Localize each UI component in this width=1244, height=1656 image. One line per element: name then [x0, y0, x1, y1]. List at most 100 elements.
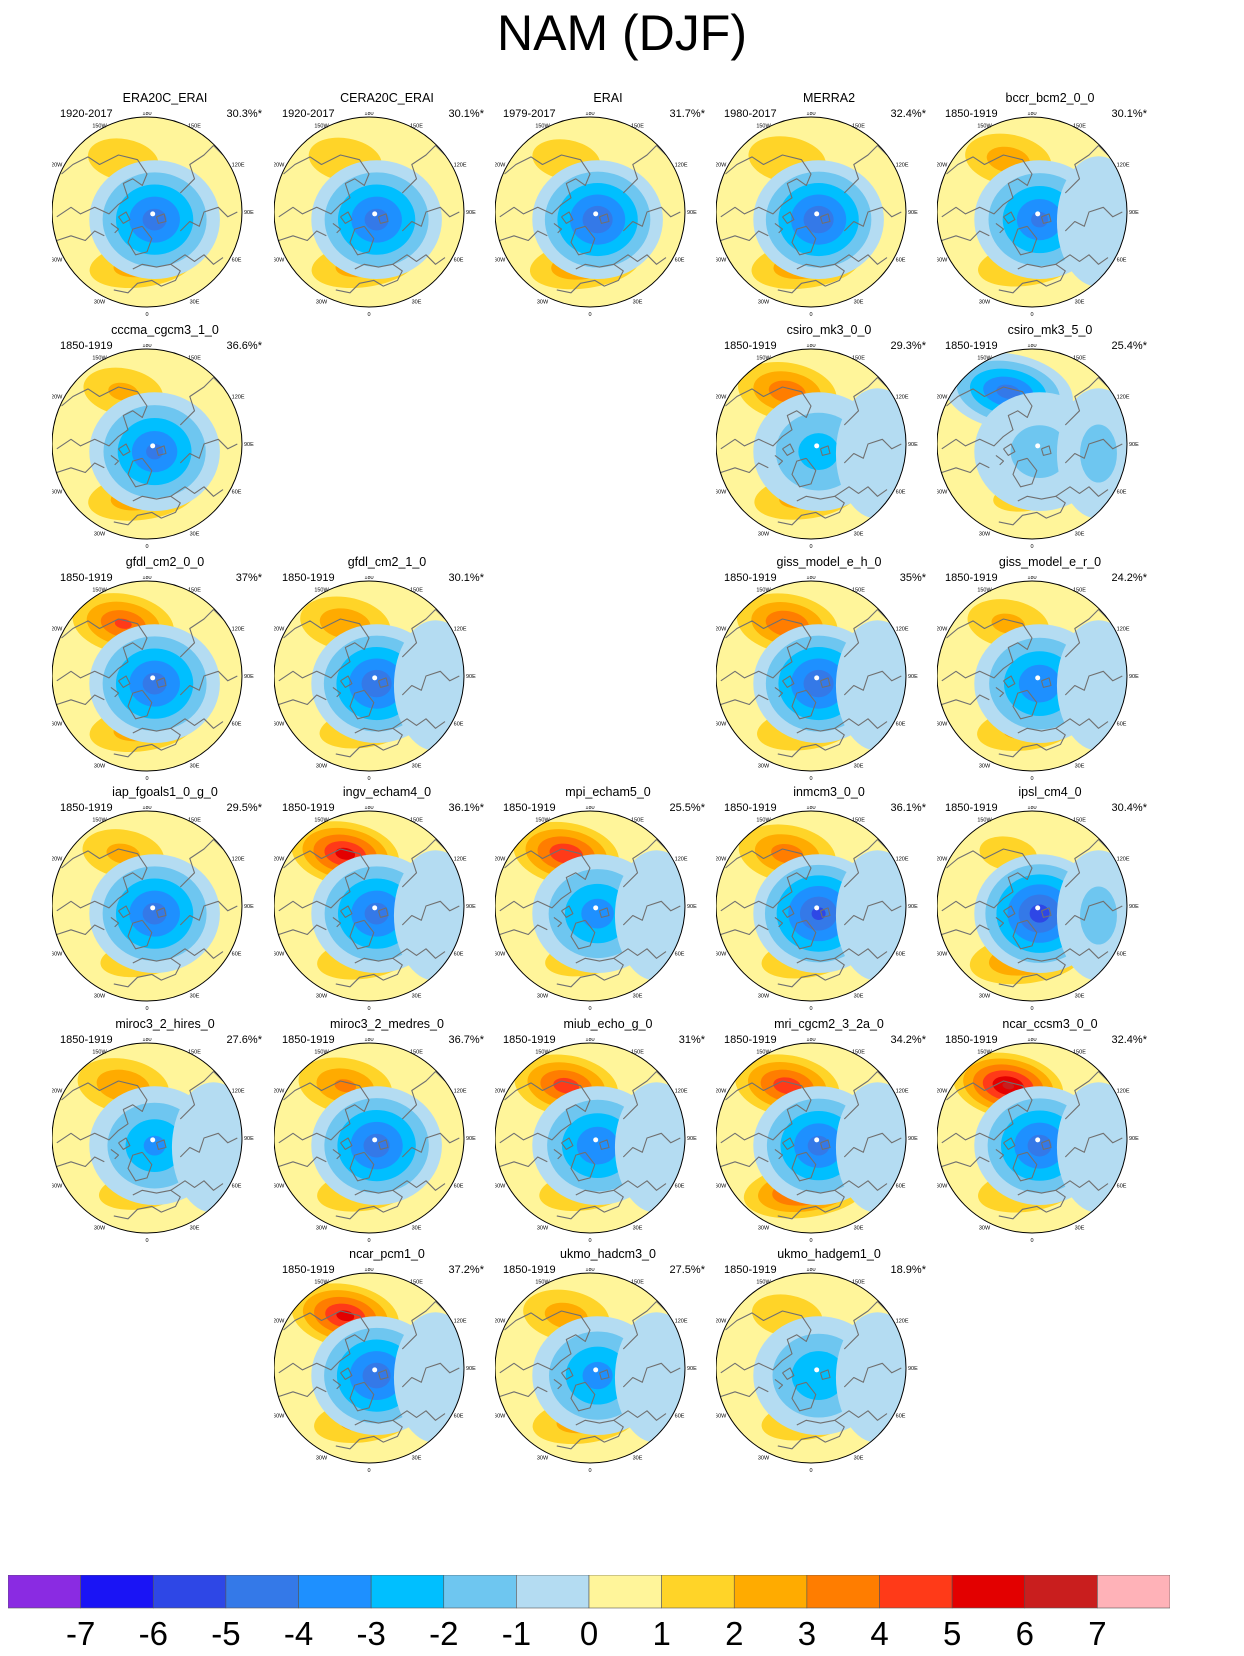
panel-title: cccma_cgcm3_1_0 [111, 323, 219, 337]
longitude-label: 180 [364, 1038, 373, 1043]
longitude-label: 30W [758, 764, 770, 770]
panel-period: 1850-1919 [724, 572, 777, 584]
longitude-label: 150E [410, 1049, 423, 1055]
colorbar-swatch [298, 1575, 372, 1609]
longitude-label: 30E [633, 1456, 643, 1462]
longitude-label: 90E [244, 210, 254, 216]
polar-map: 1800150W150E120W120E90W90E60W60E30W30E [716, 112, 918, 318]
longitude-label: 180 [806, 576, 815, 581]
longitude-label: 150E [631, 817, 644, 823]
longitude-label: 180 [585, 806, 594, 811]
longitude-label: 150W [535, 1049, 550, 1055]
longitude-label: 60W [937, 722, 948, 728]
longitude-label: 60W [937, 258, 948, 264]
longitude-label: 0 [367, 1468, 370, 1474]
panel-variance: 30.1%* [1111, 108, 1147, 120]
longitude-label: 150W [92, 355, 107, 361]
panel-title: bccr_bcm2_0_0 [1005, 91, 1095, 105]
longitude-label: 0 [1030, 776, 1033, 782]
panel-title: mri_cgcm2_3_2a_0 [774, 1017, 884, 1031]
map-panel: ERAI 1979-2017 31.7%* 180 0 150W 150E 120W 120E 9… [495, 90, 721, 326]
polar-map: 1800150W150E120W120E90W90E60W60E30W30E [274, 576, 476, 782]
panel-variance: 30.3%* [226, 108, 262, 120]
map-panel: ncar_ccsm3_0_0 1850-1919 32.4%* 180 0 150W 150… [937, 1016, 1163, 1252]
colorbar-swatch [80, 1575, 154, 1609]
longitude-label: 0 [588, 312, 591, 318]
longitude-label: 60E [232, 1184, 242, 1190]
longitude-label: 150E [852, 817, 865, 823]
panel-variance: 27.5%* [669, 1264, 705, 1276]
polar-map: 1800150W150E120W120E90W90E60W60E30W30E [716, 576, 918, 782]
colorbar-tick-label: -6 [138, 1615, 168, 1652]
panel-variance: 31%* [678, 1034, 705, 1046]
longitude-label: 30E [1075, 994, 1085, 1000]
panel-title: ERA20C_ERAI [122, 91, 208, 105]
polar-map: 1800150W150E120W120E90W90E60W60E30W30E [495, 112, 697, 318]
longitude-label: 120E [896, 395, 909, 401]
longitude-label: 150W [977, 587, 992, 593]
longitude-label: 180 [142, 806, 151, 811]
polar-map: 1800150W150E120W120E90W90E60W60E30W30E [716, 806, 918, 1012]
longitude-label: 60E [896, 1184, 906, 1190]
colorbar-tick-label: -5 [211, 1615, 241, 1652]
panel-title: miroc3_2_medres_0 [330, 1017, 444, 1031]
polar-map: 1800150W150E120W120E90W90E60W60E30W30E [495, 1268, 697, 1474]
longitude-label: 60E [896, 952, 906, 958]
longitude-label: 30E [854, 764, 864, 770]
longitude-label: 180 [364, 1268, 373, 1273]
map-panel: mri_cgcm2_3_2a_0 1850-1919 34.2%* 180 0 150W 1… [716, 1016, 942, 1252]
longitude-label: 120W [716, 163, 727, 169]
panel-period: 1850-1919 [282, 1034, 335, 1046]
longitude-label: 120E [232, 395, 245, 401]
colorbar-tick-label: 0 [579, 1615, 599, 1652]
longitude-label: 150E [188, 587, 201, 593]
longitude-label: 0 [145, 1006, 148, 1012]
longitude-label: 120E [1117, 163, 1130, 169]
longitude-label: 30E [190, 994, 200, 1000]
longitude-label: 60E [232, 258, 242, 264]
longitude-label: 30E [854, 1456, 864, 1462]
longitude-label: 30W [316, 994, 328, 1000]
longitude-label: 180 [806, 344, 815, 349]
panel-title: ukmo_hadcm3_0 [560, 1247, 656, 1261]
longitude-label: 120W [274, 1089, 285, 1095]
panel-title: miub_echo_g_0 [563, 1017, 653, 1031]
longitude-label: 90E [466, 674, 476, 680]
longitude-label: 60E [675, 1184, 685, 1190]
longitude-label: 120E [232, 1089, 245, 1095]
longitude-label: 0 [809, 1238, 812, 1244]
longitude-label: 0 [145, 544, 148, 550]
polar-map: 1800150W150E120W120E90W90E60W60E30W30E [937, 806, 1139, 1012]
longitude-label: 180 [1027, 112, 1036, 117]
longitude-label: 120W [52, 627, 63, 633]
colorbar-tick-label: 6 [1015, 1615, 1034, 1652]
colorbar-tick-label: 3 [797, 1615, 817, 1652]
longitude-label: 150E [188, 355, 201, 361]
longitude-label: 90E [908, 674, 918, 680]
panel-title: miroc3_2_hires_0 [115, 1017, 215, 1031]
panel-period: 1920-2017 [282, 108, 335, 120]
panel-title: gfdl_cm2_1_0 [347, 555, 427, 569]
longitude-label: 90E [687, 1366, 697, 1372]
map-panel: MERRA2 1980-2017 32.4%* 180 0 150W 150E 120W 120… [716, 90, 942, 326]
polar-map: 1800150W150E120W120E90W90E60W60E30W30E [52, 806, 254, 1012]
longitude-label: 30E [412, 1456, 422, 1462]
longitude-label: 120W [274, 163, 285, 169]
longitude-label: 30E [412, 764, 422, 770]
longitude-label: 30W [94, 994, 106, 1000]
longitude-label: 90E [908, 210, 918, 216]
longitude-label: 60E [896, 490, 906, 496]
longitude-label: 60E [1117, 952, 1127, 958]
longitude-label: 120E [454, 1089, 467, 1095]
longitude-label: 120E [675, 857, 688, 863]
panel-period: 1850-1919 [282, 1264, 335, 1276]
longitude-label: 120E [675, 1319, 688, 1325]
longitude-label: 60W [716, 952, 727, 958]
panel-period: 1850-1919 [945, 340, 998, 352]
longitude-label: 60E [675, 952, 685, 958]
polar-map: 1800150W150E120W120E90W90E60W60E30W30E [937, 344, 1139, 550]
longitude-label: 150W [756, 587, 771, 593]
longitude-label: 90E [687, 1136, 697, 1142]
longitude-label: 30E [633, 994, 643, 1000]
longitude-label: 150E [410, 817, 423, 823]
